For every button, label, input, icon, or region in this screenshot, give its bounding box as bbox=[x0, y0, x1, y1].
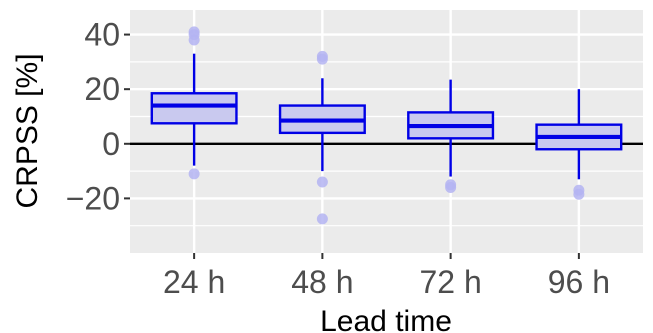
x-tick-label: 96 h bbox=[548, 264, 610, 300]
box-2 bbox=[278, 50, 366, 225]
boxes-group bbox=[150, 26, 623, 225]
x-tick-label: 72 h bbox=[419, 264, 481, 300]
y-axis: −20 0 20 40 bbox=[66, 17, 130, 216]
outlier-point bbox=[316, 213, 328, 225]
outlier-point bbox=[188, 168, 200, 180]
outlier-point bbox=[445, 181, 457, 193]
box-1 bbox=[150, 26, 238, 180]
y-tick-label: 20 bbox=[84, 71, 120, 107]
x-tick-label: 48 h bbox=[291, 264, 353, 300]
x-axis: 24 h 48 h 72 h 96 h bbox=[163, 253, 610, 300]
box-3 bbox=[407, 79, 495, 193]
iqr-box bbox=[150, 92, 238, 125]
outlier-point bbox=[573, 188, 585, 200]
y-tick-label: 0 bbox=[102, 126, 120, 162]
x-tick-label: 24 h bbox=[163, 264, 225, 300]
y-axis-title: CRPSS [%] bbox=[11, 53, 44, 208]
y-tick-label: 40 bbox=[84, 17, 120, 53]
x-axis-title: Lead time bbox=[320, 305, 452, 333]
outlier-point bbox=[316, 53, 328, 65]
y-tick-label: −20 bbox=[66, 180, 120, 216]
outlier-point bbox=[316, 176, 328, 188]
outlier-point bbox=[188, 34, 200, 46]
box-4 bbox=[535, 89, 623, 200]
